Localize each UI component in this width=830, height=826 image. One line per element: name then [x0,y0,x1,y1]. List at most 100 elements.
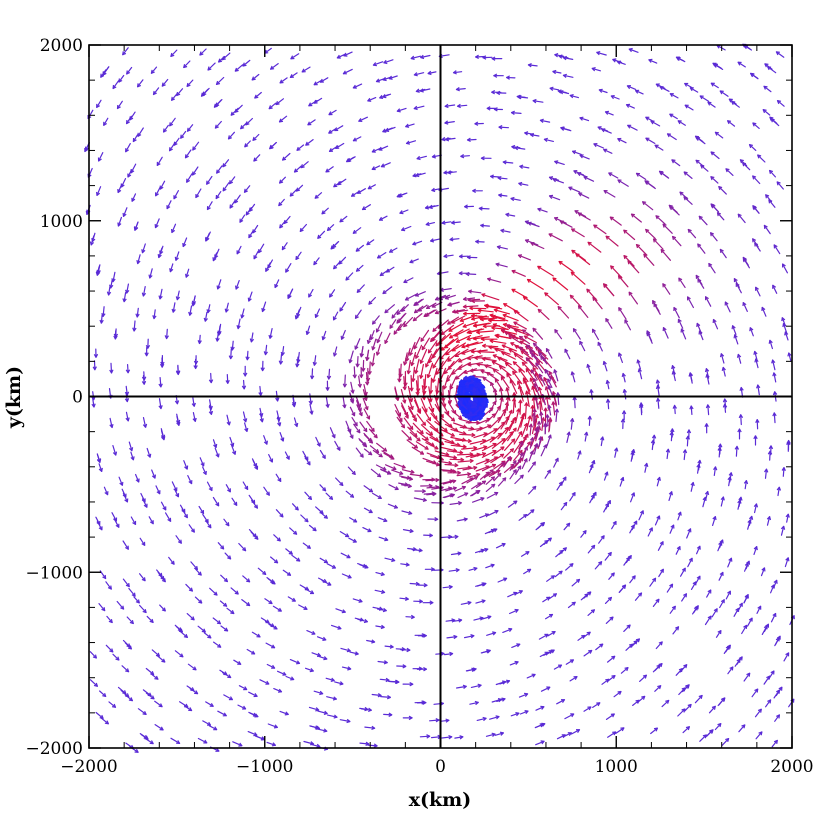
vector-arrow-head [689,405,692,410]
vector-arrow [151,469,156,479]
vector-arrow [222,182,230,192]
vector-arrow [655,215,666,225]
vector-arrow-head [308,294,313,298]
vector-arrow-head [501,680,506,683]
vector-arrow-head [366,357,370,361]
vector-arrow [371,165,381,170]
vector-arrow-head [169,268,174,273]
vector-arrow-head [238,660,242,665]
vector-arrow-head [279,120,284,123]
vector-arrow-head [322,336,326,341]
vector-arrow [558,55,569,59]
vector-arrow-head [630,213,634,218]
vector-arrow [218,325,221,336]
vector-arrow [439,348,451,360]
vector-arrow [444,104,456,107]
vector-arrow [592,702,601,709]
vector-arrow-head [742,162,745,167]
vector-arrow-head [644,463,648,467]
vector-arrow-head [579,154,583,159]
vector-arrow [398,192,408,197]
vector-arrow-head [355,651,359,655]
vector-arrow [310,743,321,748]
vector-arrow [476,424,492,432]
vector-arrow [763,224,771,235]
vector-arrow-head [631,449,635,453]
vector-arrow [457,492,469,499]
vector-arrow-head [280,360,284,365]
vector-arrow-head [412,175,417,178]
vector-arrow [292,503,299,511]
vector-arrow [308,706,320,711]
vector-arrow [543,537,552,546]
vector-arrow [539,119,551,123]
vector-arrow [139,604,147,614]
vector-arrow [546,649,555,655]
vector-arrow [570,228,585,238]
vector-arrow [220,625,229,632]
vector-arrow-head [367,340,372,344]
vector-arrow-head [460,155,465,159]
vector-arrow-head [193,402,196,407]
vector-arrow [757,384,760,396]
vector-arrow-head [710,232,712,237]
vector-arrow-head [369,509,373,513]
vector-arrow [629,492,635,503]
vector-arrow [331,624,342,630]
vector-arrow-head [316,725,320,729]
vector-arrow-head [617,353,620,357]
vector-arrow [591,328,600,341]
vector-arrow-head [365,564,369,569]
vector-arrow-head [418,548,423,552]
vector-arrow [264,598,273,605]
vector-arrow-head [444,122,449,125]
vector-arrow [401,469,415,474]
vector-arrow-head [743,624,747,628]
vector-arrow [313,355,317,366]
vector-arrow-head [495,715,500,718]
vector-arrow [242,575,251,583]
vector-arrow-head [366,381,370,386]
vector-arrow [242,481,249,490]
vector-arrow [420,329,430,342]
vector-arrow [415,88,426,93]
vector-arrow-head [423,582,428,586]
vector-arrow [640,404,643,416]
vector-arrow [528,450,534,462]
vector-arrow [362,389,367,401]
vector-arrow-head [463,298,467,302]
vector-arrow-head [173,143,178,146]
vector-arrow-head [590,609,595,612]
vector-arrow-head [491,361,495,365]
vector-arrow-head [786,441,789,446]
vector-arrow-head [382,131,387,133]
vector-arrow [731,325,737,335]
vector-arrow [363,432,372,442]
vector-arrow [517,415,524,432]
vector-arrow [370,468,382,478]
vector-arrow-head [435,437,439,441]
vector-arrow [481,443,497,452]
vector-arrow [506,396,509,411]
vector-arrow-head [596,51,600,56]
vector-arrow [567,601,576,609]
vector-arrow [608,172,619,179]
vector-arrow [378,536,389,541]
vector-arrow [447,358,461,370]
vector-arrow-head [512,417,516,421]
vector-arrow [156,156,163,166]
vector-arrow [187,663,197,671]
vector-arrow-head [591,67,596,72]
vector-arrow [706,589,712,598]
vector-arrow [511,288,528,299]
vector-arrow [252,133,260,141]
vector-arrow-head [651,434,655,439]
vector-arrow [604,111,614,116]
vector-arrow [459,433,476,436]
vector-arrow [401,405,409,419]
vector-arrow [413,497,427,501]
vector-arrow-head [494,334,499,338]
vector-arrow [421,337,430,351]
vector-arrow-head [411,57,415,60]
vector-arrow-head [395,486,399,490]
